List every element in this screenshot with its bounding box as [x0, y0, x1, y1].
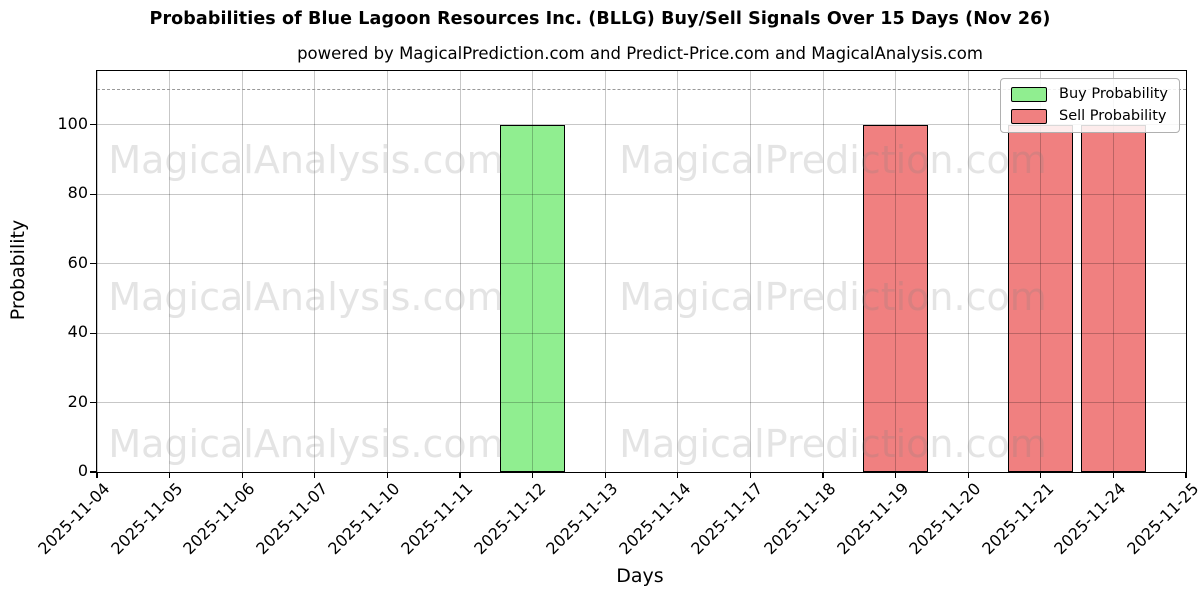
- x-tick-mark: [386, 472, 388, 478]
- x-axis-label: Days: [616, 565, 664, 587]
- y-tick-mark: [90, 263, 97, 265]
- v-gridline: [677, 71, 679, 472]
- y-tick-label: 20: [67, 391, 88, 411]
- legend: Buy Probability Sell Probability: [1000, 78, 1180, 133]
- chart-title: Probabilities of Blue Lagoon Resources I…: [149, 9, 1051, 29]
- x-tick-mark: [822, 472, 824, 478]
- y-tick-label: 80: [67, 183, 88, 203]
- x-tick-mark: [169, 472, 171, 478]
- v-gridline: [459, 71, 461, 472]
- y-tick-mark: [90, 124, 97, 126]
- x-tick-mark: [604, 472, 606, 478]
- x-tick-mark: [241, 472, 243, 478]
- v-gridline: [749, 71, 751, 472]
- v-gridline: [1185, 71, 1187, 472]
- y-tick-label: 40: [67, 322, 88, 342]
- x-tick-mark: [1040, 472, 1042, 478]
- v-gridline: [386, 71, 388, 472]
- legend-label-sell: Sell Probability: [1059, 108, 1167, 124]
- plot-area: Buy Probability Sell Probability: [90, 70, 1187, 478]
- v-gridline: [314, 71, 316, 472]
- y-tick-mark: [90, 332, 97, 334]
- x-tick-mark: [314, 472, 316, 478]
- x-tick-mark: [459, 472, 461, 478]
- sell-bar: [863, 124, 929, 472]
- v-gridline: [241, 71, 243, 472]
- y-tick-label: 100: [57, 113, 88, 133]
- buy-swatch-icon: [1011, 86, 1048, 102]
- x-tick-mark: [1112, 472, 1114, 478]
- x-tick-mark: [749, 472, 751, 478]
- legend-label-buy: Buy Probability: [1059, 86, 1168, 102]
- x-tick-mark: [895, 472, 897, 478]
- v-gridline: [604, 71, 606, 472]
- legend-item-sell: Sell Probability: [1011, 108, 1168, 124]
- v-gridline: [169, 71, 171, 472]
- sell-bar: [1080, 124, 1146, 472]
- x-tick-mark: [96, 472, 98, 478]
- y-tick-label: 60: [67, 252, 88, 272]
- x-tick-mark: [677, 472, 679, 478]
- v-gridline: [96, 71, 98, 472]
- x-tick-mark: [967, 472, 969, 478]
- sell-bar: [1008, 124, 1074, 472]
- y-tick-mark: [90, 401, 97, 404]
- x-tick-mark: [532, 472, 534, 478]
- sell-swatch-icon: [1011, 108, 1048, 124]
- x-tick-mark: [1185, 472, 1187, 478]
- buy-bar: [500, 124, 566, 472]
- threshold-line: [97, 89, 1186, 91]
- y-tick-mark: [90, 471, 97, 473]
- v-gridline: [822, 71, 824, 472]
- v-gridline: [967, 71, 969, 472]
- y-tick-label: 0: [77, 461, 88, 480]
- legend-item-buy: Buy Probability: [1011, 86, 1168, 102]
- chart-subtitle: powered by MagicalPrediction.com and Pre…: [297, 44, 983, 63]
- y-tick-mark: [90, 193, 97, 195]
